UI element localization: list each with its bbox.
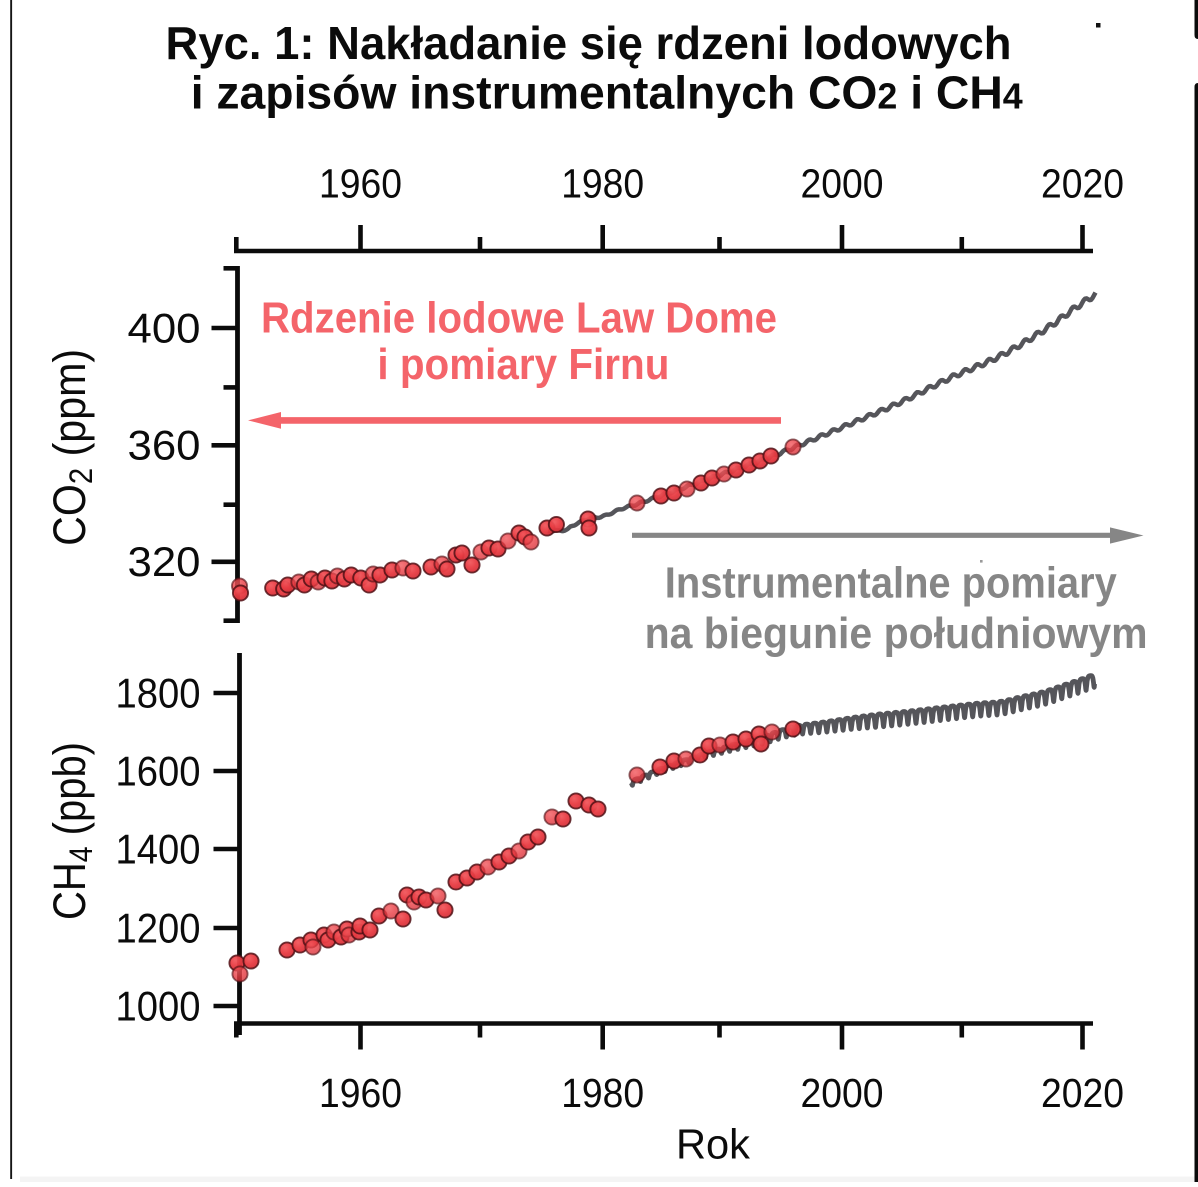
svg-text:1980: 1980	[561, 161, 644, 207]
svg-text:1000: 1000	[116, 982, 201, 1029]
svg-text:CO2 (ppm): CO2 (ppm)	[44, 349, 99, 546]
svg-text:Rok: Rok	[676, 1121, 751, 1168]
svg-text:1960: 1960	[319, 161, 402, 207]
svg-text:1200: 1200	[116, 904, 201, 951]
svg-text:2000: 2000	[801, 1070, 884, 1116]
svg-text:360: 360	[128, 422, 201, 469]
svg-text:i pomiary Firnu: i pomiary Firnu	[377, 341, 669, 389]
svg-text:na biegunie południowym: na biegunie południowym	[645, 610, 1148, 658]
svg-text:400: 400	[128, 304, 201, 351]
svg-text:2020: 2020	[1041, 1070, 1124, 1116]
svg-text:2000: 2000	[801, 161, 884, 207]
svg-text:Rdzenie lodowe Law Dome: Rdzenie lodowe Law Dome	[261, 295, 777, 343]
svg-text:320: 320	[128, 538, 201, 585]
svg-text:Instrumentalne pomiary: Instrumentalne pomiary	[665, 560, 1117, 608]
svg-text:1400: 1400	[116, 825, 201, 872]
svg-text:1960: 1960	[319, 1070, 402, 1116]
svg-text:1980: 1980	[561, 1070, 644, 1116]
svg-text:i zapisów instrumentalnych CO2: i zapisów instrumentalnych CO2 i CH4	[191, 67, 1023, 119]
svg-text:CH4 (ppb): CH4 (ppb)	[44, 742, 99, 920]
svg-text:Ryc. 1: Nakładanie się rdzeni: Ryc. 1: Nakładanie się rdzeni lodowych	[166, 17, 1012, 69]
svg-text:1800: 1800	[116, 669, 201, 716]
svg-text:2020: 2020	[1041, 161, 1124, 207]
svg-text:1600: 1600	[116, 747, 201, 794]
